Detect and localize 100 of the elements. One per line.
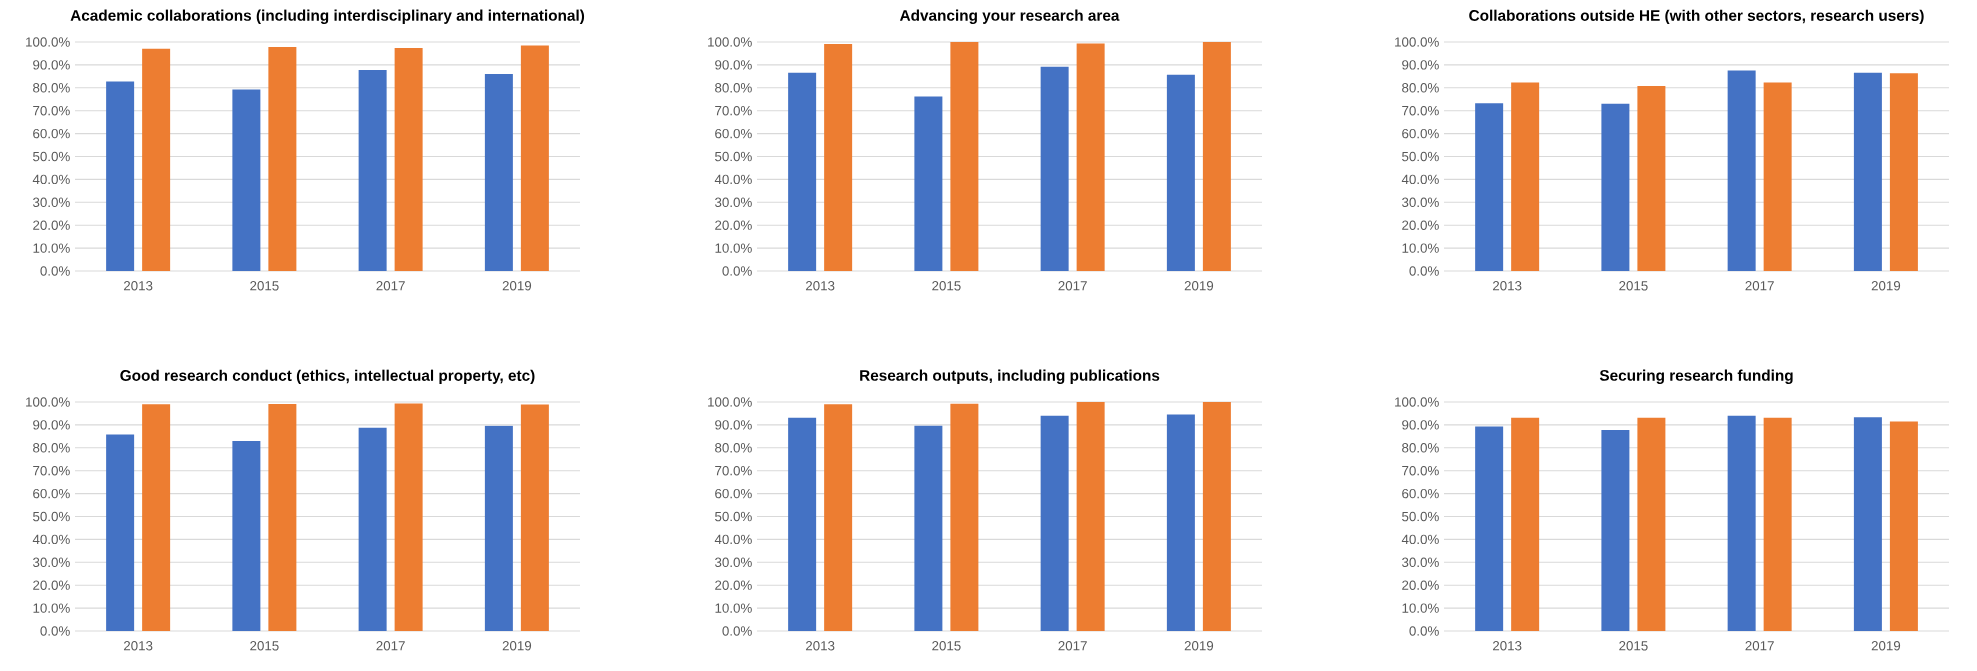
y-tick-label: 10.0% [33,603,70,613]
y-tick-label: 100.0% [1395,37,1439,47]
y-tick-label: 60.0% [1402,128,1439,139]
y-tick-label: 100.0% [26,397,70,407]
y-tick-label: 30.0% [714,557,752,568]
x-tick-label: 2017 [376,641,405,651]
bar [1889,421,1918,631]
bar [142,404,171,631]
y-tick-label: 90.0% [33,420,70,430]
y-tick-label: 40.0% [1401,534,1439,545]
y-tick-label: 30.0% [1402,197,1439,208]
bar [1763,417,1792,631]
y-tick-label: 80.0% [715,443,752,453]
bar [484,74,513,271]
x-tick-label: 2013 [1492,641,1522,651]
y-tick-label: 70.0% [33,105,70,116]
y-tick-label: 10.0% [715,603,752,613]
y-tick-label: 0.0% [722,266,752,276]
bar [1202,41,1231,271]
y-tick-label: 90.0% [715,420,752,430]
y-tick-label: 90.0% [1402,420,1439,430]
bar [358,69,387,271]
bar [1511,417,1540,631]
x-tick-label: 2013 [805,281,835,291]
y-tick-label: 0.0% [1409,266,1439,276]
y-tick-label: 90.0% [33,60,70,70]
chart-title: Research outputs, including publications [860,369,1160,384]
x-tick-label: 2015 [932,281,961,291]
y-tick-label: 40.0% [1401,174,1439,185]
y-tick-label: 30.0% [32,557,70,568]
bar [1475,103,1504,271]
y-tick-label: 100.0% [1395,397,1439,407]
bar [1601,429,1630,631]
y-tick-label: 0.0% [40,626,70,636]
y-tick-label: 50.0% [33,511,70,522]
y-tick-label: 80.0% [1402,443,1439,453]
y-tick-label: 50.0% [715,511,752,522]
bar [1475,426,1504,631]
bar [1853,72,1882,271]
y-tick-label: 70.0% [715,465,752,476]
x-tick-label: 2015 [1619,281,1648,291]
bar [106,81,135,271]
bar [950,41,979,271]
chart-title: Good research conduct (ethics, intellectual property, etc) [120,369,535,384]
x-tick-label: 2013 [123,641,153,651]
y-tick-label: 0.0% [1409,626,1439,636]
bar [1889,73,1918,271]
bar [106,434,135,631]
y-tick-label: 40.0% [32,174,70,185]
x-tick-label: 2019 [502,641,532,651]
chart-title: Advancing your research area [899,9,1120,24]
bar [1637,85,1666,271]
bar [1076,43,1105,271]
y-tick-label: 90.0% [1402,60,1439,70]
y-tick-label: 80.0% [33,83,70,93]
x-tick-label: 2013 [805,641,835,651]
y-tick-label: 30.0% [32,197,70,208]
bar [1040,66,1069,271]
y-tick-label: 50.0% [1402,511,1439,522]
bar [142,48,171,271]
y-tick-label: 100.0% [708,37,752,47]
y-tick-label: 100.0% [708,397,752,407]
bar [1727,70,1756,271]
y-tick-label: 40.0% [714,534,752,545]
y-tick-label: 70.0% [1402,465,1439,476]
bar [1601,103,1630,271]
x-tick-label: 2019 [502,281,532,291]
chart-title: Collaborations outside HE (with other sectors, research users) [1469,9,1924,24]
y-tick-label: 60.0% [1402,488,1439,499]
bar [1763,82,1792,271]
y-tick-label: 30.0% [1402,557,1439,568]
y-tick-label: 90.0% [715,60,752,70]
y-tick-label: 10.0% [715,243,752,253]
x-tick-label: 2017 [1058,641,1087,651]
y-tick-label: 20.0% [33,220,70,230]
bar [268,404,297,631]
bar [268,47,297,271]
x-tick-label: 2013 [1492,281,1522,291]
y-tick-label: 60.0% [715,128,752,139]
bar [484,425,513,631]
x-tick-label: 2019 [1871,641,1901,651]
y-tick-label: 80.0% [33,443,70,453]
y-tick-label: 20.0% [33,580,70,590]
bar [914,96,943,271]
y-tick-label: 60.0% [715,488,752,499]
bar [1511,82,1540,271]
y-tick-label: 40.0% [714,174,752,185]
bar [358,427,387,631]
y-tick-label: 60.0% [33,128,70,139]
x-tick-label: 2015 [932,641,961,651]
y-tick-label: 70.0% [715,105,752,116]
x-tick-label: 2015 [250,281,279,291]
x-tick-label: 2019 [1184,281,1214,291]
x-tick-label: 2019 [1184,641,1214,651]
y-tick-label: 50.0% [33,151,70,162]
y-tick-label: 70.0% [1402,105,1439,116]
x-tick-label: 2017 [1745,281,1774,291]
y-tick-label: 10.0% [33,243,70,253]
bar [1727,415,1756,631]
y-tick-label: 100.0% [26,37,70,47]
